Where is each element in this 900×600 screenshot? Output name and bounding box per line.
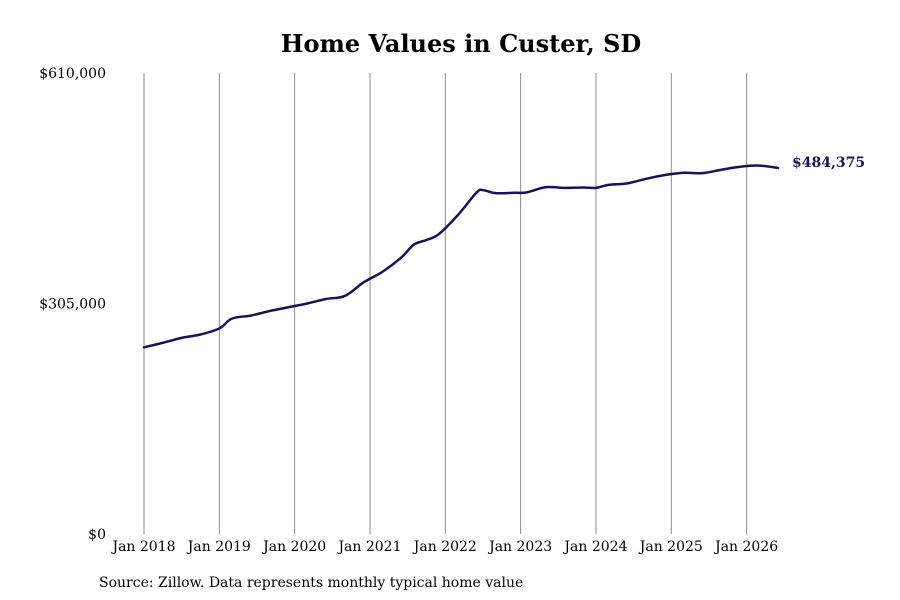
- x-tick-label: Jan 2023: [487, 539, 552, 555]
- x-tick-label: Jan 2025: [638, 539, 703, 555]
- y-axis-tick-labels: $0 $305,000 $610,000: [39, 66, 106, 543]
- y-tick-label: $610,000: [39, 66, 106, 82]
- x-tick-label: Jan 2026: [713, 539, 778, 555]
- x-tick-label: Jan 2018: [110, 539, 175, 555]
- y-tick-label: $305,000: [39, 297, 106, 313]
- series-layer: [142, 164, 780, 349]
- x-tick-label: Jan 2019: [186, 539, 251, 555]
- source-note: Source: Zillow. Data represents monthly …: [99, 575, 523, 591]
- x-tick-label: Jan 2020: [261, 539, 326, 555]
- x-tick-label: Jan 2021: [336, 539, 401, 555]
- vertical-gridlines: [143, 73, 748, 534]
- x-tick-label: Jan 2022: [412, 539, 477, 555]
- y-tick-label: $0: [88, 527, 106, 543]
- x-axis-tick-labels: Jan 2018 Jan 2019 Jan 2020 Jan 2021 Jan 2022…: [110, 539, 778, 555]
- chart-title: Home Values in Custer, SD: [281, 29, 641, 58]
- end-value-label: $484,375: [792, 155, 865, 171]
- x-tick-label: Jan 2024: [562, 539, 627, 555]
- home-value-series-line: [142, 164, 780, 349]
